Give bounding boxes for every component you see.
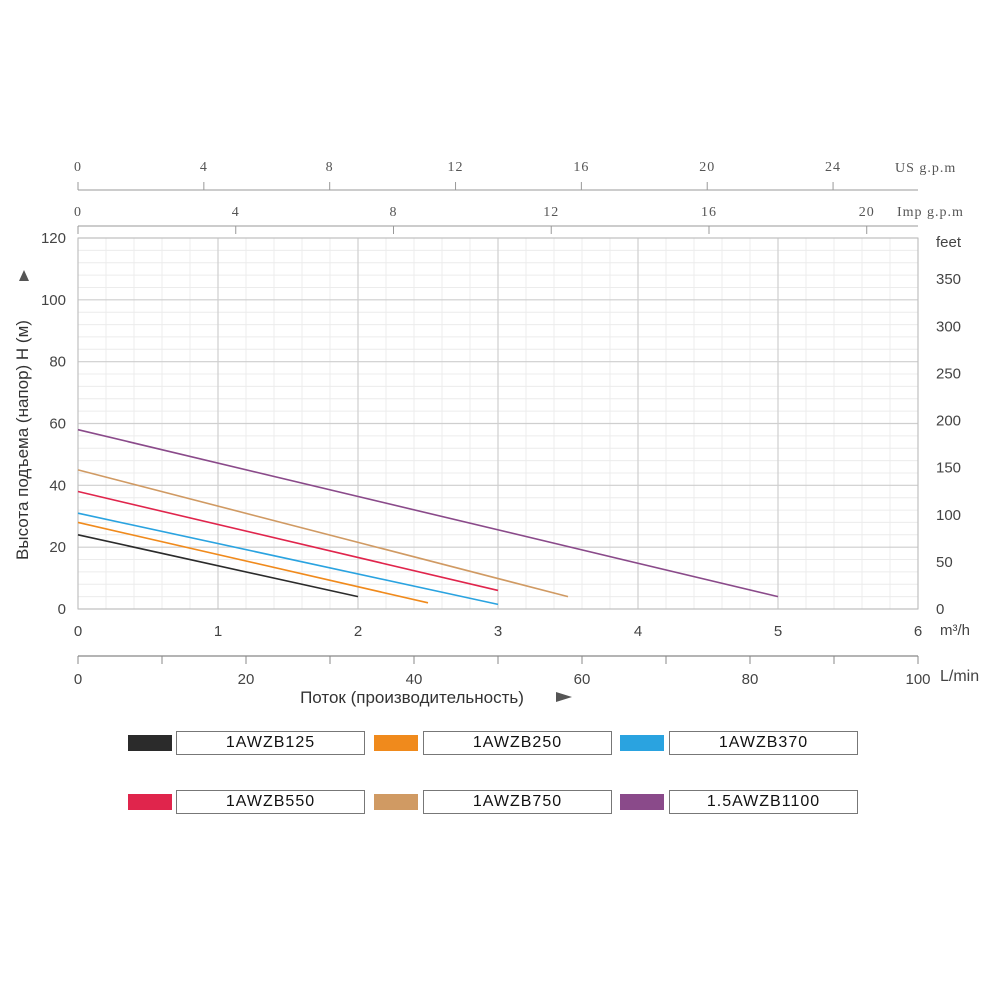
series-line-1awzb550: [77, 490, 499, 592]
legend-swatch: [620, 735, 664, 751]
legend-label: 1AWZB550: [176, 790, 365, 814]
series-line-1awzb750: [77, 469, 569, 598]
lmin-tick-label: 40: [406, 671, 423, 688]
us-gpm-tick-label: 0: [74, 160, 82, 175]
legend-swatch: [128, 735, 172, 751]
imp-gpm-tick-label: 4: [232, 205, 240, 220]
imp-gpm-tick-label: 8: [389, 205, 397, 220]
x-axis-unit-lmin: L/min: [940, 668, 979, 685]
legend-label: 1.5AWZB1100: [669, 790, 858, 814]
y-tick-label: 80: [49, 354, 66, 371]
axes: [77, 182, 919, 664]
x-axis-unit-m3h: m³/h: [940, 622, 970, 639]
y-axis-arrow-icon: [19, 270, 29, 281]
legend-label: 1AWZB370: [669, 731, 858, 755]
y-tick-label: 20: [49, 539, 66, 556]
series-line-1awzb250: [77, 521, 429, 604]
legend-swatch: [374, 794, 418, 810]
us-gpm-tick-label: 24: [825, 160, 841, 175]
us-gpm-tick-label: 12: [448, 160, 464, 175]
x-axis-arrow-icon: [556, 692, 572, 702]
x-tick-label: 3: [494, 623, 502, 640]
x-tick-label: 6: [914, 623, 922, 640]
right-axis-unit: feet: [936, 234, 962, 251]
x-axis-unit-imp-gpm: Imp g.p.m: [897, 205, 964, 220]
y-tick-label: 40: [49, 477, 66, 494]
lmin-tick-label: 100: [905, 671, 930, 688]
x-tick-label: 0: [74, 623, 82, 640]
legend-swatch: [374, 735, 418, 751]
feet-tick-label: 150: [936, 460, 961, 477]
grid-major: [77, 237, 919, 610]
y-tick-label: 120: [41, 230, 66, 247]
imp-gpm-tick-label: 16: [701, 205, 717, 220]
legend-swatch: [128, 794, 172, 810]
lmin-tick-label: 80: [742, 671, 759, 688]
us-gpm-tick-label: 8: [326, 160, 334, 175]
feet-tick-label: 200: [936, 413, 961, 430]
us-gpm-tick-label: 20: [699, 160, 715, 175]
legend-label: 1AWZB250: [423, 731, 612, 755]
feet-tick-label: 100: [936, 507, 961, 524]
x-axis-unit-us-gpm: US g.p.m: [895, 161, 956, 176]
us-gpm-tick-label: 4: [200, 160, 208, 175]
feet-tick-label: 300: [936, 318, 961, 335]
legend-label: 1AWZB750: [423, 790, 612, 814]
feet-tick-label: 0: [936, 601, 944, 618]
y-axis-title: Высота подъема (напор) H (м): [13, 320, 32, 560]
series-line-1awzb125: [77, 534, 359, 598]
y-tick-label: 0: [58, 601, 66, 618]
series-line-1-5awzb1100: [77, 428, 779, 598]
lmin-tick-label: 60: [574, 671, 591, 688]
x-tick-label: 2: [354, 623, 362, 640]
y-tick-label: 60: [49, 416, 66, 433]
series-lines: [77, 428, 779, 606]
x-tick-label: 1: [214, 623, 222, 640]
x-tick-label: 5: [774, 623, 782, 640]
y-tick-label: 100: [41, 292, 66, 309]
feet-tick-label: 50: [936, 554, 953, 571]
us-gpm-tick-label: 16: [573, 160, 589, 175]
x-axis-title: Поток (производительность): [300, 688, 524, 707]
imp-gpm-tick-label: 0: [74, 205, 82, 220]
imp-gpm-tick-label: 20: [859, 205, 875, 220]
feet-tick-label: 250: [936, 365, 961, 382]
x-tick-label: 4: [634, 623, 642, 640]
feet-tick-label: 350: [936, 271, 961, 288]
legend-label: 1AWZB125: [176, 731, 365, 755]
plot-frame: [77, 237, 919, 610]
lmin-tick-label: 20: [238, 671, 255, 688]
lmin-tick-label: 0: [74, 671, 82, 688]
legend-swatch: [620, 794, 664, 810]
imp-gpm-tick-label: 12: [543, 205, 559, 220]
series-line-1awzb370: [77, 512, 499, 606]
